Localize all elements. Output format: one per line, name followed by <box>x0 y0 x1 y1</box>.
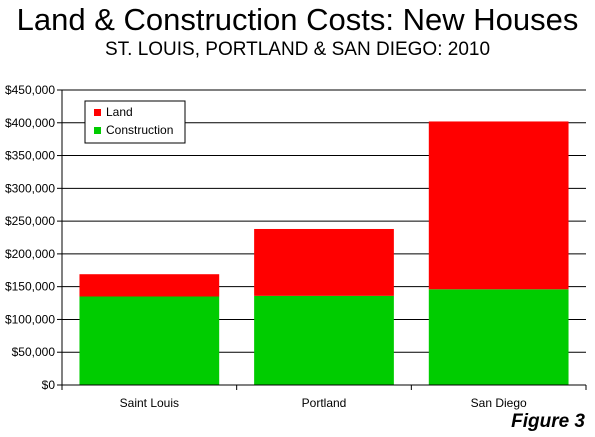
bar-land-portland <box>254 228 394 296</box>
y-tick-label: $0 <box>42 378 56 392</box>
x-tick-label: San Diego <box>471 396 527 410</box>
y-tick-label: $350,000 <box>5 149 55 163</box>
bar-construction-portland <box>254 295 394 385</box>
x-tick-label: Saint Louis <box>120 396 179 410</box>
y-tick-label: $450,000 <box>5 83 55 97</box>
y-tick-label: $100,000 <box>5 312 55 326</box>
legend-swatch-construction <box>94 127 101 134</box>
legend-swatch-land <box>94 109 101 116</box>
y-tick-label: $200,000 <box>5 247 55 261</box>
axes <box>57 89 587 390</box>
legend: Land Construction <box>84 100 186 144</box>
bars <box>79 121 569 385</box>
legend-box <box>84 100 186 144</box>
y-tick-label: $150,000 <box>5 280 55 294</box>
x-tick-label: Portland <box>302 396 347 410</box>
bar-land-saint-louis <box>79 274 220 297</box>
legend-label-land: Land <box>106 105 133 119</box>
chart-area: $0 $50,000 $100,000 $150,000 $200,000 $250,00… <box>0 70 595 410</box>
chart-subtitle: ST. LOUIS, PORTLAND & SAN DIEGO: 2010 <box>104 39 491 60</box>
stacked-bar-chart: $0 $50,000 $100,000 $150,000 $200,000 $250,00… <box>5 83 587 410</box>
y-tick-label: $300,000 <box>5 181 55 195</box>
legend-label-construction: Construction <box>106 123 173 137</box>
figure-label: Figure 3 <box>511 411 585 432</box>
x-tick-labels: Saint Louis Portland San Diego <box>120 396 527 410</box>
y-tick-label: $400,000 <box>5 116 55 130</box>
bar-construction-san-diego <box>428 289 569 385</box>
y-tick-labels: $0 $50,000 $100,000 $150,000 $200,000 $250,00… <box>5 83 55 392</box>
y-tick-label: $50,000 <box>12 345 56 359</box>
y-tick-label: $250,000 <box>5 214 55 228</box>
bar-land-san-diego <box>428 121 569 290</box>
chart-title: Land & Construction Costs: New Houses <box>16 2 579 37</box>
bar-construction-saint-louis <box>79 296 220 385</box>
